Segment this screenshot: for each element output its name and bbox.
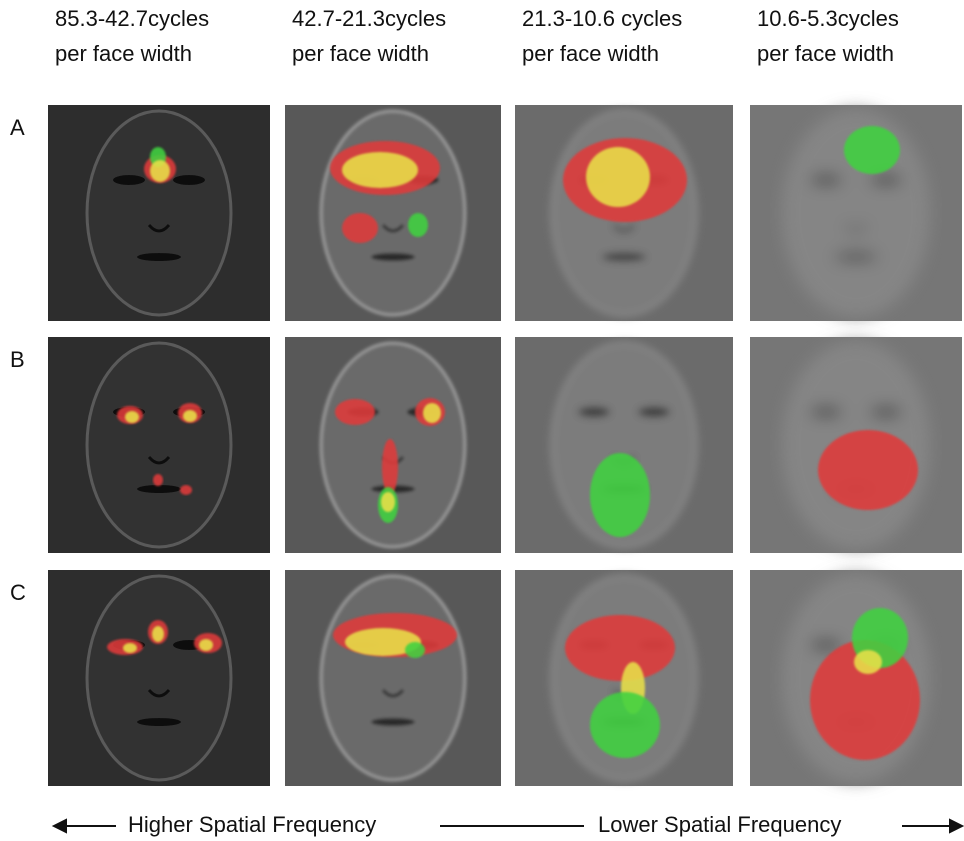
arrow-left-head bbox=[54, 820, 66, 832]
mouth bbox=[834, 253, 878, 261]
attention-region bbox=[408, 213, 428, 237]
face bbox=[87, 111, 231, 315]
eye bbox=[810, 175, 842, 185]
attention-region bbox=[423, 403, 441, 423]
attention-region bbox=[123, 643, 137, 653]
face-panel bbox=[515, 105, 733, 321]
attention-region bbox=[382, 439, 398, 495]
figure: Higher Spatial Frequency Lower Spatial F… bbox=[0, 0, 964, 841]
face-panel bbox=[750, 105, 962, 321]
attention-region bbox=[818, 430, 918, 510]
face-panel bbox=[515, 337, 733, 553]
column-header: 42.7-21.3cycles bbox=[292, 6, 446, 31]
attention-region bbox=[590, 453, 650, 537]
mouth bbox=[137, 718, 181, 726]
face bbox=[87, 343, 231, 547]
eye bbox=[810, 407, 842, 417]
attention-region bbox=[854, 650, 882, 674]
eye bbox=[578, 407, 610, 417]
attention-region bbox=[180, 485, 192, 495]
attention-region bbox=[405, 642, 425, 658]
eye bbox=[870, 175, 902, 185]
attention-region bbox=[381, 492, 395, 512]
face-panel bbox=[48, 105, 270, 321]
mouth bbox=[371, 718, 415, 726]
face-panel bbox=[750, 570, 962, 786]
eye bbox=[870, 407, 902, 417]
row-label: A bbox=[10, 115, 25, 140]
row-label: C bbox=[10, 580, 26, 605]
column-header: 10.6-5.3cycles bbox=[757, 6, 899, 31]
attention-region bbox=[586, 147, 650, 207]
face-outline bbox=[87, 576, 231, 780]
attention-region bbox=[335, 399, 375, 425]
mouth bbox=[371, 253, 415, 261]
face-panel bbox=[515, 570, 733, 786]
attention-region bbox=[844, 126, 900, 174]
mouth bbox=[137, 253, 181, 261]
attention-region bbox=[153, 474, 163, 486]
eye bbox=[113, 175, 145, 185]
attention-region bbox=[342, 152, 418, 188]
face-panel bbox=[48, 570, 270, 786]
face-panel bbox=[285, 570, 501, 786]
attention-region bbox=[183, 410, 197, 422]
column-header: per face width bbox=[522, 41, 659, 66]
column-header: per face width bbox=[55, 41, 192, 66]
mouth bbox=[137, 485, 181, 493]
attention-region bbox=[342, 213, 378, 243]
attention-region bbox=[590, 692, 660, 758]
face-panel bbox=[750, 337, 962, 553]
attention-region bbox=[152, 626, 164, 642]
column-header: per face width bbox=[757, 41, 894, 66]
mouth bbox=[602, 253, 646, 261]
attention-region bbox=[125, 411, 139, 423]
face-outline bbox=[321, 576, 465, 780]
column-header: 85.3-42.7cycles bbox=[55, 6, 209, 31]
face-panel bbox=[48, 337, 270, 553]
row-label: B bbox=[10, 347, 25, 372]
footer-right: Lower Spatial Frequency bbox=[598, 812, 841, 837]
column-header: 21.3-10.6 cycles bbox=[522, 6, 682, 31]
face-panel bbox=[285, 105, 501, 321]
attention-region bbox=[199, 639, 213, 651]
panels bbox=[48, 105, 962, 786]
face-panel bbox=[285, 337, 501, 553]
attention-region bbox=[150, 160, 170, 182]
column-header: per face width bbox=[292, 41, 429, 66]
footer-left: Higher Spatial Frequency bbox=[128, 812, 376, 837]
eye bbox=[173, 175, 205, 185]
face bbox=[321, 576, 465, 780]
face-outline bbox=[87, 343, 231, 547]
eye bbox=[638, 407, 670, 417]
arrow-right-head bbox=[950, 820, 962, 832]
face bbox=[87, 576, 231, 780]
face-outline bbox=[87, 111, 231, 315]
attention-region bbox=[565, 615, 675, 681]
